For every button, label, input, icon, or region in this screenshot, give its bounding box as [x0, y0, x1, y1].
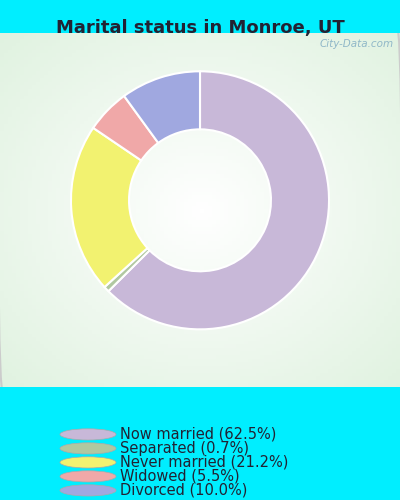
Wedge shape: [108, 72, 329, 330]
Text: Separated (0.7%): Separated (0.7%): [120, 441, 249, 456]
Circle shape: [60, 471, 116, 482]
Wedge shape: [124, 72, 200, 143]
Text: Widowed (5.5%): Widowed (5.5%): [120, 469, 240, 484]
Text: City-Data.com: City-Data.com: [320, 39, 394, 49]
Circle shape: [60, 457, 116, 468]
Wedge shape: [104, 248, 150, 291]
Wedge shape: [71, 128, 148, 287]
Text: Divorced (10.0%): Divorced (10.0%): [120, 483, 247, 498]
Text: Now married (62.5%): Now married (62.5%): [120, 427, 276, 442]
Circle shape: [60, 485, 116, 496]
Text: Never married (21.2%): Never married (21.2%): [120, 455, 288, 470]
Circle shape: [60, 443, 116, 454]
Wedge shape: [93, 96, 158, 160]
Text: Marital status in Monroe, UT: Marital status in Monroe, UT: [56, 19, 344, 37]
Circle shape: [60, 429, 116, 440]
